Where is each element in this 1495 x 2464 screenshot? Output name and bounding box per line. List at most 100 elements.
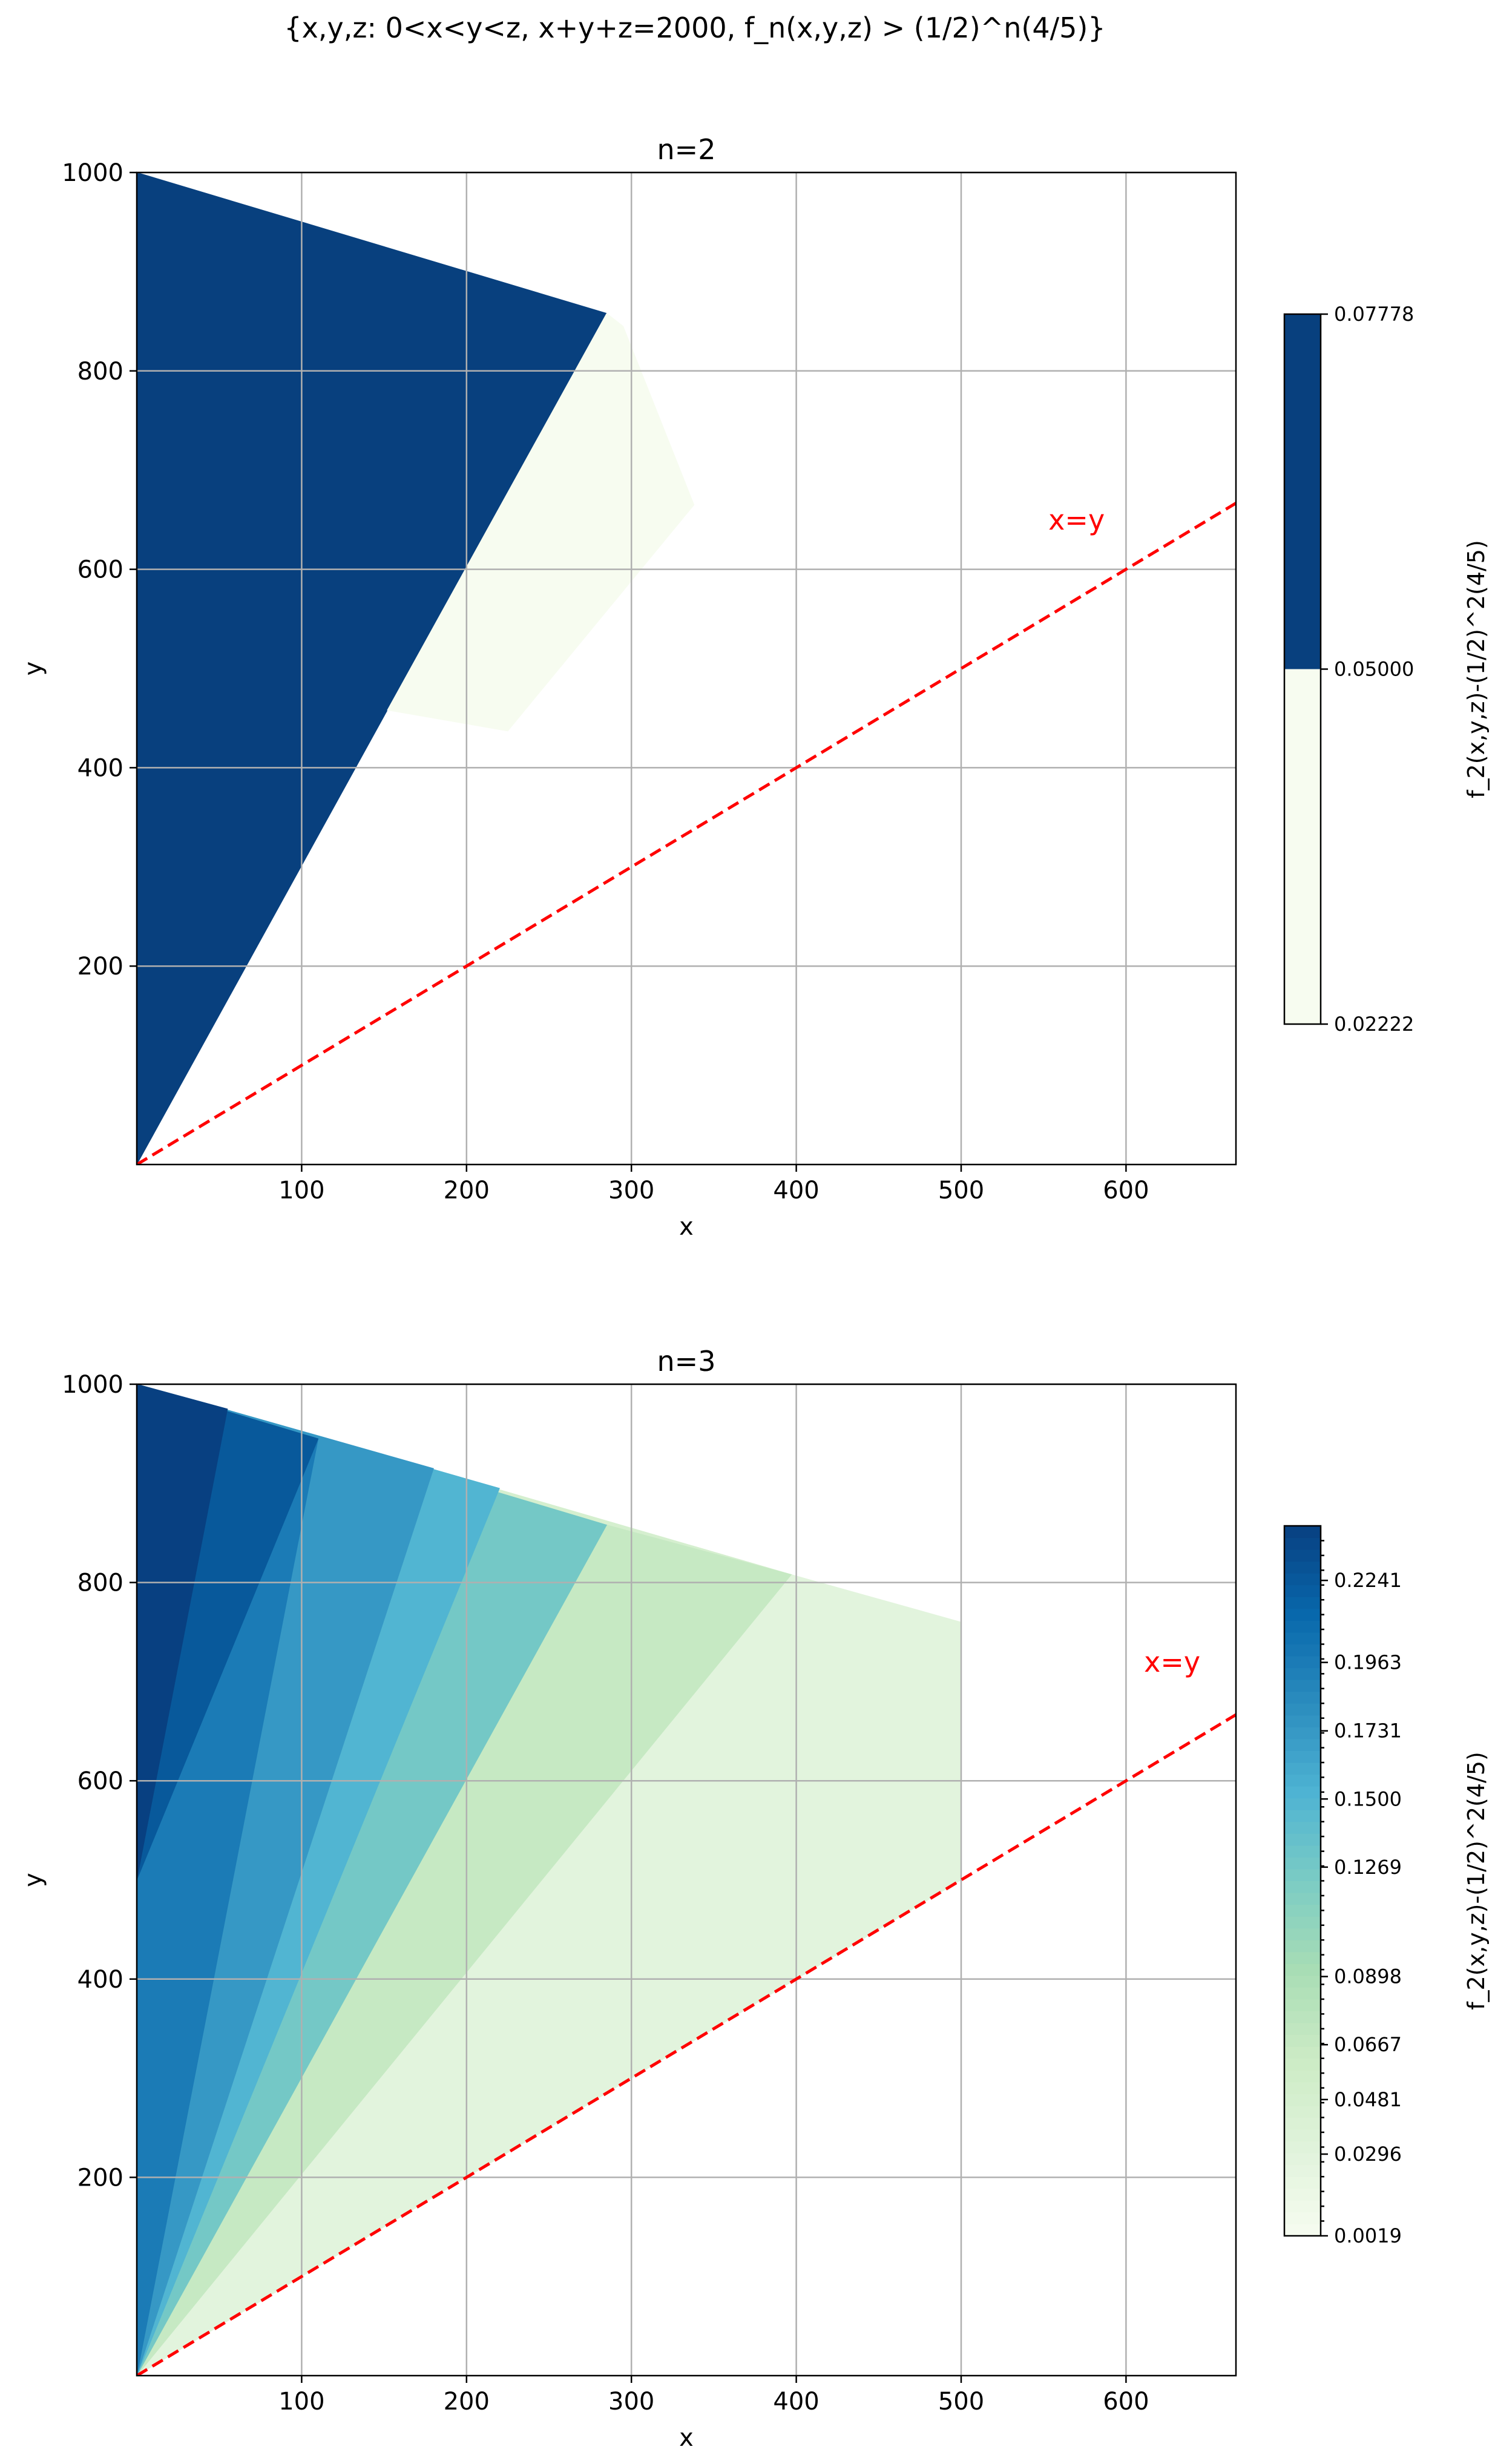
colorbar-tick-label: 0.1269	[1334, 1856, 1402, 1879]
gridlines	[137, 171, 1236, 1165]
colorbar-band-34	[1284, 1821, 1321, 1834]
y-tick-label: 600	[77, 1767, 123, 1795]
colorbar-band-1	[1284, 2212, 1321, 2224]
colorbar-band-29	[1284, 1881, 1321, 1893]
colorbar-band-9	[1284, 2117, 1321, 2130]
y-tick-label: 200	[77, 953, 123, 981]
reference-line-label: x=y	[1144, 1646, 1200, 1678]
colorbar-band-14	[1284, 2058, 1321, 2071]
colorbar-tick-label: 0.1500	[1334, 1787, 1402, 1810]
colorbar-tick-label: 0.0667	[1334, 2033, 1402, 2056]
colorbar-band-36	[1284, 1798, 1321, 1810]
colorbar-band-48	[1284, 1655, 1321, 1669]
colorbar-band-30	[1284, 1868, 1321, 1881]
colorbar-band-50	[1284, 1632, 1321, 1644]
colorbar-band-53	[1284, 1596, 1321, 1609]
y-axis-label: y	[19, 662, 47, 676]
colorbar-band-55	[1284, 1572, 1321, 1586]
colorbar-band-56	[1284, 1561, 1321, 1574]
colorbar-band-11	[1284, 2093, 1321, 2106]
colorbar-band-54	[1284, 1585, 1321, 1597]
colorbar-band-10	[1284, 2105, 1321, 2118]
colorbar-band-35	[1284, 1809, 1321, 1822]
colorbar-band-27	[1284, 1904, 1321, 1917]
x-axis-label: x	[679, 1213, 694, 1241]
colorbar-band-45	[1284, 1691, 1321, 1704]
filled-regions	[137, 1384, 962, 2376]
colorbar-tick-label: 0.0019	[1334, 2224, 1402, 2247]
colorbar-band-33	[1284, 1833, 1321, 1846]
colorbar-band-0	[1284, 2223, 1321, 2236]
y-tick-label: 1000	[62, 1371, 123, 1399]
colorbar-band-7	[1284, 2141, 1321, 2154]
colorbar-label: f_2(x,y,z)-(1/2)^2(4/5)	[1463, 540, 1490, 798]
colorbar-band-47	[1284, 1667, 1321, 1680]
colorbar: 0.0019 0.0296 0.0481 0.0667 0.0898 0.1269 0.15…	[1283, 1525, 1490, 2247]
colorbar-band-57	[1284, 1549, 1321, 1562]
colorbar-label: f_2(x,y,z)-(1/2)^2(4/5)	[1463, 1752, 1490, 2010]
colorbar-tick-label: 0.07778	[1334, 303, 1414, 326]
colorbar-band-21	[1284, 1975, 1321, 1988]
colorbar-band-16	[1284, 2034, 1321, 2047]
colorbar-band-25	[1284, 1928, 1321, 1940]
y-tick-label: 1000	[62, 159, 123, 187]
axes-frame	[136, 171, 1237, 1166]
colorbar-band-38	[1284, 1774, 1321, 1787]
colorbar-tick-label: 0.0898	[1334, 1965, 1402, 1988]
x-tick-label: 500	[938, 1177, 984, 1204]
colorbar-band-0	[1284, 669, 1321, 1024]
colorbar-tick-label: 0.05000	[1334, 658, 1414, 681]
subplot-n3: x=y 100 200 300 400 500 600 200 400 600 800 1000 x y n…	[19, 1345, 1490, 2452]
region-8	[137, 1384, 228, 1881]
colorbar-band-6	[1284, 2152, 1321, 2166]
colorbar-band-23	[1284, 1951, 1321, 1964]
x-tick-label: 300	[608, 2388, 654, 2416]
x-tick-label: 200	[444, 1177, 490, 1204]
colorbar-band-18	[1284, 2011, 1321, 2023]
colorbar-band-40	[1284, 1750, 1321, 1763]
colorbar-tick-label: 0.1963	[1334, 1651, 1402, 1674]
reference-line	[137, 1713, 1236, 2376]
colorbar-tick-label: 0.0481	[1334, 2088, 1402, 2111]
colorbar-band-28	[1284, 1892, 1321, 1905]
colorbar-band-37	[1284, 1786, 1321, 1799]
colorbar-band-41	[1284, 1738, 1321, 1751]
colorbar-band-5	[1284, 2164, 1321, 2177]
colorbar-band-44	[1284, 1703, 1321, 1716]
colorbar-band-31	[1284, 1856, 1321, 1870]
colorbar-band-43	[1284, 1715, 1321, 1727]
y-tick-label: 400	[77, 754, 123, 782]
colorbar-band-15	[1284, 2046, 1321, 2059]
colorbar-band-17	[1284, 2022, 1321, 2035]
y-tick-label: 600	[77, 556, 123, 584]
x-tick-label: 100	[278, 1177, 324, 1204]
colorbar-band-24	[1284, 1939, 1321, 1953]
subplot-title: n=3	[657, 1345, 716, 1378]
colorbar-band-52	[1284, 1608, 1321, 1621]
x-tick-label: 500	[938, 2388, 984, 2416]
colorbar-band-8	[1284, 2129, 1321, 2142]
colorbar-band-19	[1284, 1999, 1321, 2012]
figure-suptitle: {x,y,z: 0<x<y<z, x+y+z=2000, f_n(x,y,z) …	[284, 11, 1105, 44]
x-tick-label: 400	[773, 2388, 819, 2416]
colorbar-band-4	[1284, 2176, 1321, 2189]
x-tick-label: 400	[773, 1177, 819, 1204]
region-1	[387, 312, 695, 732]
colorbar-tick-label: 0.2241	[1334, 1569, 1402, 1592]
colorbar-band-32	[1284, 1845, 1321, 1858]
axes-frame	[136, 1383, 1237, 2377]
reference-line	[137, 502, 1236, 1165]
subplot-n2: x=y 100 200 300 400 500 600 200 400 600 800 1000 x y n…	[19, 133, 1490, 1241]
x-tick-label: 300	[608, 1177, 654, 1204]
colorbar-band-51	[1284, 1620, 1321, 1633]
colorbar-band-26	[1284, 1916, 1321, 1929]
colorbar-band-39	[1284, 1762, 1321, 1775]
colorbar-tick-label: 0.02222	[1334, 1013, 1414, 1036]
colorbar-band-42	[1284, 1726, 1321, 1740]
filled-regions	[137, 172, 695, 1165]
x-tick-label: 100	[278, 2388, 324, 2416]
y-tick-label: 200	[77, 2164, 123, 2192]
colorbar-band-2	[1284, 2200, 1321, 2213]
x-tick-label: 600	[1103, 2388, 1149, 2416]
